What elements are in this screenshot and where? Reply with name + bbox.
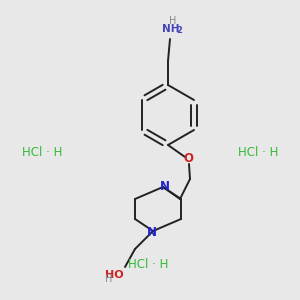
Text: NH: NH <box>162 24 180 34</box>
Text: N: N <box>147 226 157 238</box>
Text: O: O <box>183 152 193 166</box>
Text: HO: HO <box>105 270 124 280</box>
Text: HCl · H: HCl · H <box>128 259 168 272</box>
Text: 2: 2 <box>176 26 182 35</box>
Text: H: H <box>169 16 177 26</box>
Text: N: N <box>160 179 170 193</box>
Text: HCl · H: HCl · H <box>238 146 278 158</box>
Text: HCl · H: HCl · H <box>22 146 62 158</box>
Text: H: H <box>105 274 113 284</box>
